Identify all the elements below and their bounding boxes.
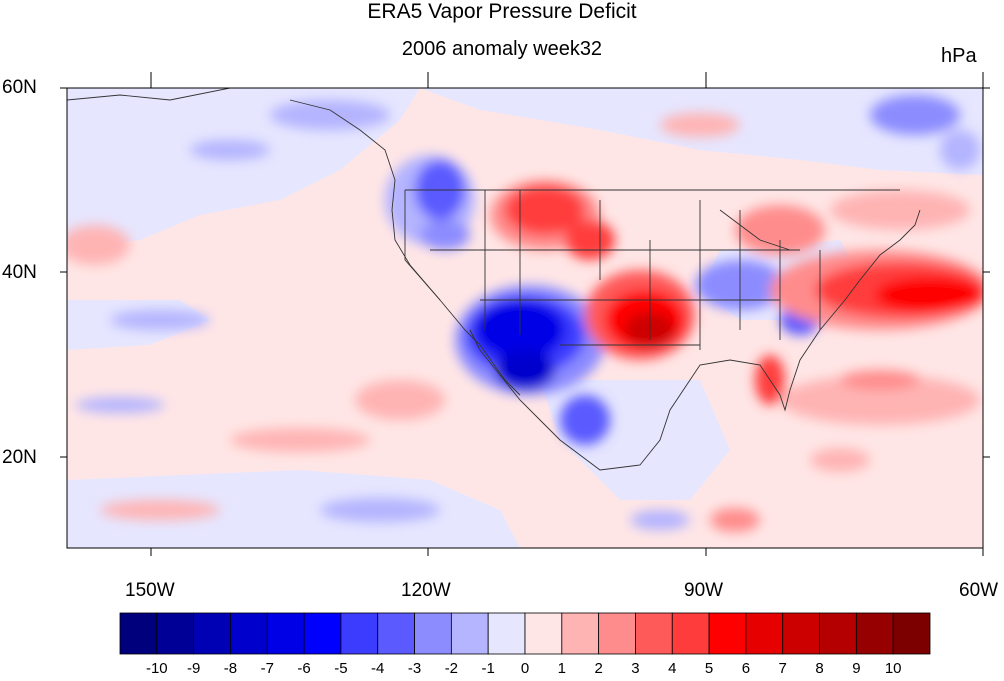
colorbar-swatch [303, 612, 342, 655]
colorbar-label: -6 [297, 660, 311, 677]
colorbar-label: 2 [594, 660, 603, 677]
colorbar-label: -7 [260, 660, 274, 677]
lon-label-90w: 90W [684, 580, 724, 601]
axis-ticks [60, 72, 990, 556]
colorbar-label: 1 [557, 660, 566, 677]
lon-label-60w: 60W [959, 580, 999, 601]
colorbar-swatch [745, 612, 784, 655]
colorbar-label: -10 [145, 660, 168, 677]
lon-label-150w: 150W [125, 580, 175, 601]
colorbar [119, 612, 931, 655]
lat-label-40n: 40N [2, 262, 37, 283]
colorbar-swatch [598, 612, 636, 655]
colorbar-label: -2 [444, 660, 459, 677]
colorbar-swatch [193, 612, 231, 655]
colorbar-swatch [708, 612, 747, 655]
colorbar-swatch [855, 612, 894, 655]
colorbar-label: 5 [704, 660, 714, 677]
colorbar-label: 0 [520, 660, 530, 677]
colorbar-swatch [635, 612, 673, 655]
coastlines [67, 88, 921, 471]
lat-label-60n: 60N [2, 77, 37, 98]
colorbar-swatch [671, 612, 710, 655]
colorbar-swatch [782, 612, 820, 655]
colorbar-label: -1 [481, 660, 495, 677]
colorbar-label: -8 [223, 660, 238, 677]
colorbar-swatch [266, 612, 305, 655]
colorbar-swatch [377, 612, 415, 655]
units-label: hPa [941, 45, 977, 67]
colorbar-swatch [487, 612, 526, 655]
colorbar-label: -9 [186, 660, 201, 677]
colorbar-label: -4 [371, 660, 385, 677]
colorbar-label: 4 [668, 660, 677, 677]
lat-label-20n: 20N [2, 447, 37, 468]
colorbar-label: 8 [815, 660, 824, 677]
colorbar-swatch [156, 612, 195, 655]
colorbar-swatch [892, 612, 931, 655]
lon-label-120w: 120W [401, 580, 451, 601]
colorbar-swatch [819, 612, 857, 655]
colorbar-swatch [119, 612, 158, 655]
colorbar-label: 9 [852, 660, 861, 677]
colorbar-label: 6 [741, 660, 751, 677]
colorbar-label: 10 [884, 660, 902, 677]
colorbar-label: -3 [407, 660, 422, 677]
colorbar-label: 3 [631, 660, 640, 677]
map-frame [66, 87, 984, 549]
colorbar-label: -5 [334, 660, 348, 677]
colorbar-swatch [230, 612, 268, 655]
colorbar-label: 7 [778, 660, 787, 677]
colorbar-swatch [414, 612, 452, 655]
map-title: ERA5 Vapor Pressure Deficit [367, 0, 637, 23]
colorbar-swatch [340, 612, 379, 655]
colorbar-swatch [561, 612, 600, 655]
map-subtitle: 2006 anomaly week32 [401, 38, 603, 60]
colorbar-swatch [450, 612, 489, 655]
colorbar-swatch [524, 612, 563, 655]
anomaly-field [67, 88, 983, 548]
